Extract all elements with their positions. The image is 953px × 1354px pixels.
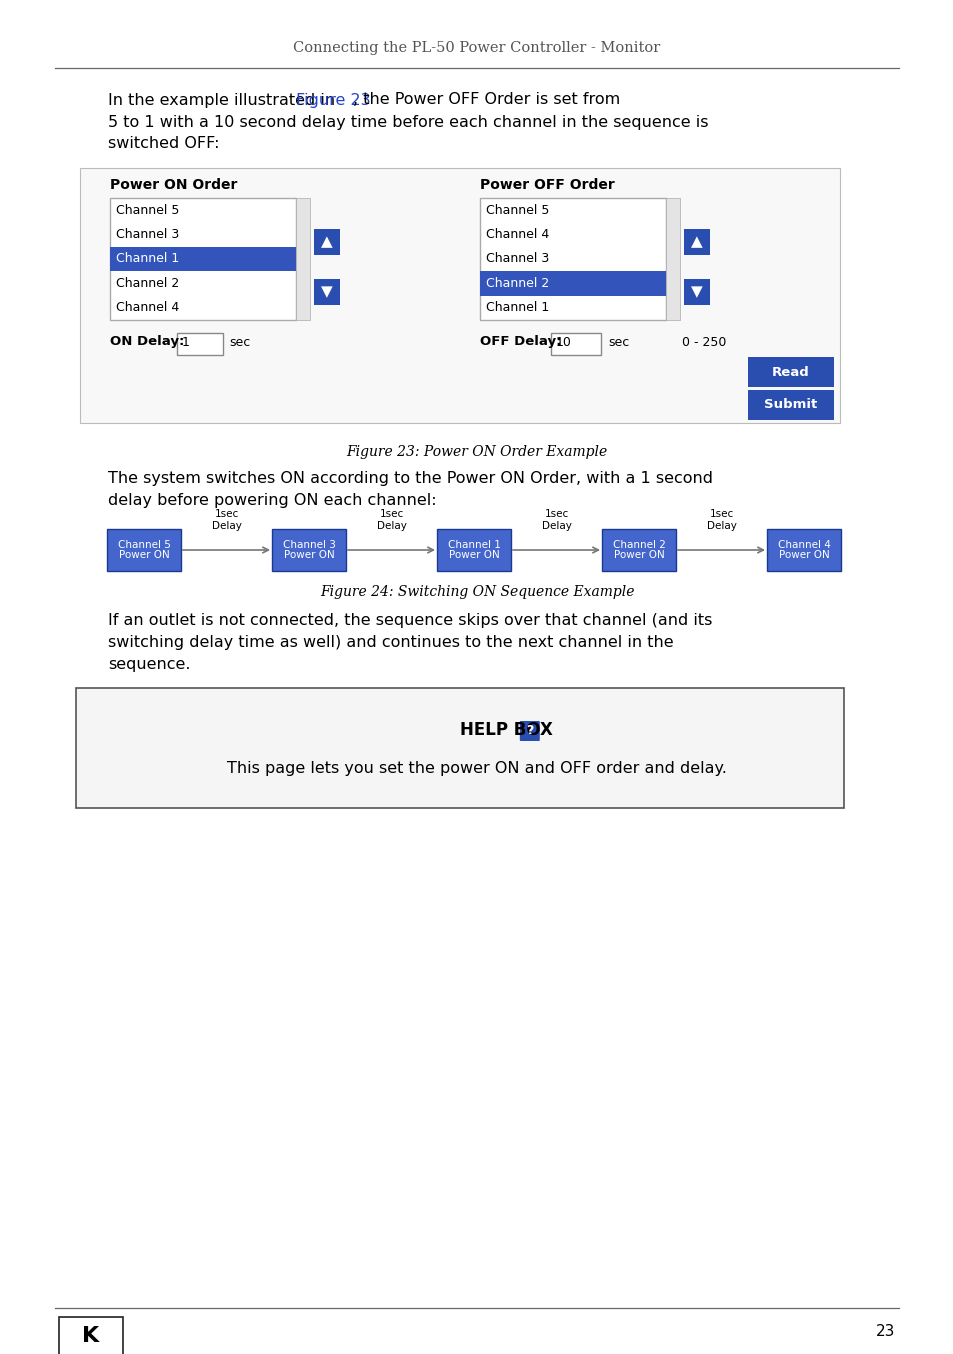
FancyBboxPatch shape (683, 279, 709, 305)
Text: 1: 1 (182, 336, 190, 348)
Text: Channel 1: Channel 1 (447, 539, 500, 550)
Text: HELP BOX: HELP BOX (459, 720, 553, 739)
Text: 10: 10 (556, 336, 571, 348)
Text: If an outlet is not connected, the sequence skips over that channel (and its: If an outlet is not connected, the seque… (108, 612, 712, 627)
Text: 23: 23 (875, 1324, 894, 1339)
Text: Submit: Submit (763, 398, 817, 412)
Text: ?: ? (525, 724, 533, 738)
Text: Channel 4: Channel 4 (116, 302, 179, 314)
Text: Power ON: Power ON (283, 551, 334, 561)
Text: switching delay time as well) and continues to the next channel in the: switching delay time as well) and contin… (108, 635, 673, 650)
FancyBboxPatch shape (107, 529, 181, 571)
FancyBboxPatch shape (80, 168, 840, 422)
Text: Power ON: Power ON (118, 551, 170, 561)
Text: sec: sec (607, 336, 629, 348)
FancyBboxPatch shape (314, 229, 339, 255)
Text: Channel 4: Channel 4 (485, 227, 549, 241)
Text: 5 to 1 with a 10 second delay time before each channel in the sequence is: 5 to 1 with a 10 second delay time befor… (108, 115, 708, 130)
Text: K: K (82, 1326, 99, 1346)
Text: Power ON Order: Power ON Order (110, 177, 237, 192)
Text: Power ON: Power ON (448, 551, 498, 561)
FancyBboxPatch shape (747, 357, 833, 387)
Text: 0 - 250: 0 - 250 (681, 336, 725, 348)
Text: Figure 23: Figure 23 (296, 92, 371, 107)
Text: Connecting the PL-50 Power Controller - Monitor: Connecting the PL-50 Power Controller - … (294, 41, 659, 56)
Bar (110, 246, 295, 271)
Text: Channel 1: Channel 1 (116, 252, 179, 265)
Text: ON Delay:: ON Delay: (110, 336, 184, 348)
Text: Delay: Delay (376, 521, 406, 531)
Text: Power ON: Power ON (613, 551, 663, 561)
Bar (665, 198, 679, 320)
Text: Channel 4: Channel 4 (777, 539, 829, 550)
Text: sec: sec (229, 336, 250, 348)
Text: , the Power OFF Order is set from: , the Power OFF Order is set from (353, 92, 619, 107)
Text: Channel 3: Channel 3 (282, 539, 335, 550)
FancyBboxPatch shape (766, 529, 841, 571)
Text: sequence.: sequence. (108, 657, 191, 672)
Text: Channel 1: Channel 1 (485, 302, 549, 314)
FancyBboxPatch shape (551, 333, 600, 355)
Text: Power OFF Order: Power OFF Order (479, 177, 614, 192)
Text: ▼: ▼ (690, 284, 702, 299)
Text: Channel 5: Channel 5 (116, 203, 179, 217)
FancyBboxPatch shape (683, 229, 709, 255)
Bar (479, 271, 665, 295)
FancyBboxPatch shape (519, 720, 539, 741)
Text: Channel 5: Channel 5 (117, 539, 171, 550)
Text: Delay: Delay (212, 521, 241, 531)
FancyBboxPatch shape (110, 198, 295, 320)
Text: Channel 3: Channel 3 (116, 227, 179, 241)
Text: Power ON: Power ON (778, 551, 828, 561)
FancyBboxPatch shape (601, 529, 676, 571)
Text: Channel 5: Channel 5 (485, 203, 549, 217)
FancyBboxPatch shape (76, 688, 843, 808)
Text: 1sec: 1sec (379, 509, 403, 519)
Text: Channel 2: Channel 2 (612, 539, 665, 550)
Text: Channel 3: Channel 3 (485, 252, 549, 265)
Text: switched OFF:: switched OFF: (108, 137, 219, 152)
Text: ▼: ▼ (321, 284, 333, 299)
Bar (295, 198, 310, 320)
Text: OFF Delay:: OFF Delay: (479, 336, 561, 348)
Text: 1sec: 1sec (544, 509, 568, 519)
FancyBboxPatch shape (59, 1317, 123, 1354)
Text: In the example illustrated in: In the example illustrated in (108, 92, 340, 107)
FancyBboxPatch shape (436, 529, 511, 571)
Text: Delay: Delay (541, 521, 571, 531)
Text: Channel 2: Channel 2 (485, 278, 549, 290)
Text: Figure 23: Power ON Order Example: Figure 23: Power ON Order Example (346, 445, 607, 459)
Text: This page lets you set the power ON and OFF order and delay.: This page lets you set the power ON and … (227, 761, 726, 776)
Text: Delay: Delay (706, 521, 736, 531)
Text: The system switches ON according to the Power ON Order, with a 1 second: The system switches ON according to the … (108, 470, 712, 486)
FancyBboxPatch shape (177, 333, 223, 355)
Text: ▲: ▲ (321, 234, 333, 249)
Text: Read: Read (771, 366, 809, 379)
FancyBboxPatch shape (479, 198, 665, 320)
Text: 1sec: 1sec (709, 509, 733, 519)
Text: ▲: ▲ (690, 234, 702, 249)
Text: delay before powering ON each channel:: delay before powering ON each channel: (108, 493, 436, 508)
FancyBboxPatch shape (747, 390, 833, 420)
FancyBboxPatch shape (272, 529, 346, 571)
FancyBboxPatch shape (314, 279, 339, 305)
Text: 1sec: 1sec (214, 509, 238, 519)
Text: Channel 2: Channel 2 (116, 278, 179, 290)
Text: Figure 24: Switching ON Sequence Example: Figure 24: Switching ON Sequence Example (319, 585, 634, 598)
